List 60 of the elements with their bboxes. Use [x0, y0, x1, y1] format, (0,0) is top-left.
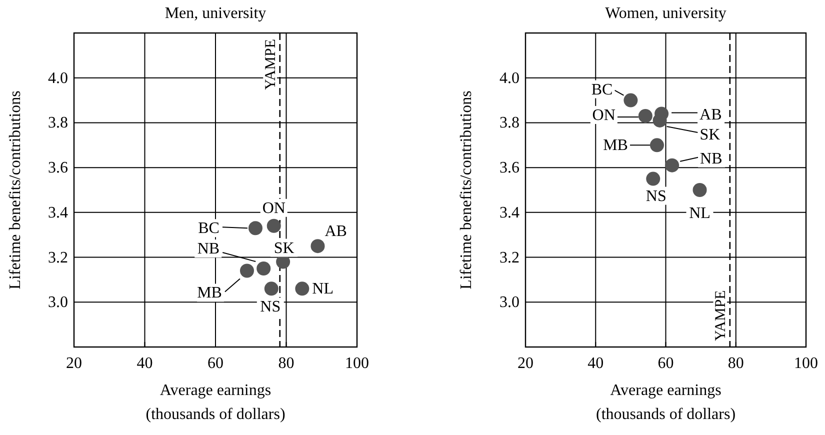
y-tick-label: 3.8: [48, 114, 68, 132]
annotation: ON: [592, 106, 616, 124]
ref-line-label: YAMPE: [712, 290, 729, 341]
x-axis-title: Average earnings (thousands of dollars): [596, 382, 736, 423]
y-tick-label: 3.6: [48, 160, 68, 177]
point: [650, 138, 664, 152]
point: [264, 282, 278, 296]
ref-line-label: YAMPE: [262, 39, 279, 90]
point: [638, 108, 652, 123]
point: [310, 239, 325, 254]
y-tick-label: 3.6: [500, 160, 520, 177]
chart-title: Men, university: [164, 5, 266, 22]
annotation: NS: [646, 188, 666, 205]
annotation: MB: [197, 284, 222, 302]
x-tick-label: 100: [345, 355, 369, 372]
x-tick-label: 20: [66, 355, 82, 372]
chart-title: Women, university: [605, 5, 726, 22]
point: [248, 221, 262, 236]
annotation: SK: [700, 126, 721, 144]
x-tick-label: 40: [588, 355, 604, 372]
annotation: NL: [312, 280, 334, 298]
y-axis-title: Lifetime benefits/contributions: [458, 90, 475, 290]
x-axis-title: Average earnings (thousands of dollars): [146, 382, 286, 423]
point: [646, 172, 660, 186]
point: [692, 183, 707, 197]
annotation: MB: [603, 137, 628, 154]
y-tick-label: 3.4: [48, 204, 68, 222]
annotation: SK: [274, 240, 295, 257]
y-tick-label: 3.0: [48, 294, 68, 312]
y-tick-label: 3.2: [500, 249, 520, 266]
y-tick-label: 4.0: [48, 70, 68, 87]
y-axis-title: Lifetime benefits/contributions: [7, 90, 24, 290]
point: [240, 264, 254, 278]
x-tick-label: 80: [278, 355, 294, 372]
y-tick-label: 4.0: [500, 70, 520, 87]
annotation: BC: [198, 220, 220, 238]
y-tick-label: 3.2: [48, 249, 68, 266]
annotation: AB: [700, 106, 722, 124]
x-tick-label: 60: [658, 355, 674, 372]
annotation: NB: [197, 240, 220, 258]
x-tick-label: 100: [794, 355, 818, 372]
y-tick-label: 3.8: [500, 114, 520, 132]
x-tick-label: 80: [728, 355, 744, 372]
annotation: ON: [262, 200, 286, 217]
point: [256, 262, 271, 276]
point: [266, 218, 281, 233]
y-tick-label: 3.4: [500, 204, 520, 222]
point: [295, 282, 310, 296]
annotation: NL: [689, 205, 710, 222]
point: [665, 158, 680, 172]
annotation: AB: [324, 223, 347, 240]
annotation: NB: [700, 150, 722, 168]
x-tick-label: 60: [208, 355, 224, 372]
point: [276, 254, 290, 269]
annotation: BC: [591, 81, 613, 98]
point: [624, 93, 638, 108]
annotation: NS: [260, 298, 281, 316]
y-tick-label: 3.0: [500, 294, 520, 312]
x-tick-label: 20: [518, 355, 534, 372]
x-tick-label: 40: [136, 355, 153, 372]
